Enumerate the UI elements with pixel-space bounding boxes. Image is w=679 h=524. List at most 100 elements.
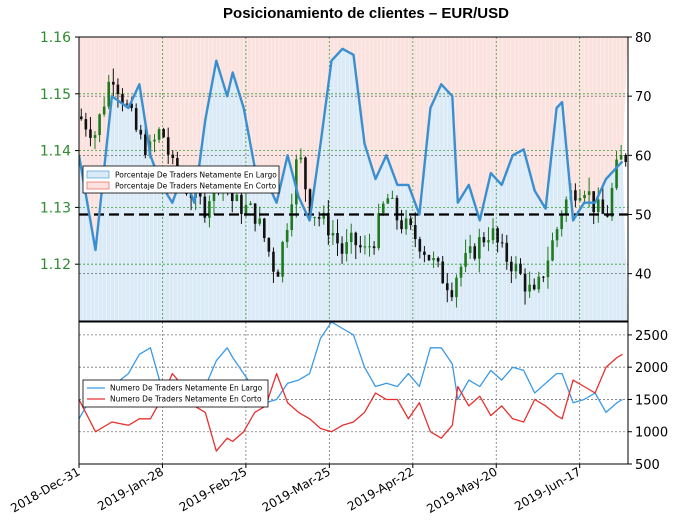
candle-body — [514, 263, 518, 272]
candle-body — [130, 103, 133, 109]
candle-body — [345, 242, 348, 254]
candle-body — [537, 276, 541, 290]
right-tick-label: 70 — [635, 90, 652, 105]
candle-body — [368, 246, 371, 248]
candle-body — [327, 212, 330, 236]
candle-body — [619, 154, 623, 160]
candle-body — [610, 188, 614, 217]
candle-body — [89, 129, 92, 138]
bottom-legend-box — [82, 379, 269, 408]
candle-body — [386, 198, 390, 204]
legend-label-long-count: Numero De Traders Netamente En Largo — [110, 384, 263, 393]
candle-body — [166, 137, 170, 155]
candle-body — [555, 229, 559, 241]
candle-body — [528, 284, 531, 292]
candle-body — [359, 245, 362, 248]
chart-title: Posicionamiento de clientes – EUR/USD — [223, 5, 509, 22]
right-tick-label: 1000 — [635, 426, 668, 441]
candle-body — [413, 224, 417, 240]
candle-body — [542, 276, 545, 278]
candle-body — [354, 232, 358, 246]
candle-body — [523, 273, 527, 292]
candle-body — [125, 103, 129, 105]
candle-body — [468, 246, 472, 254]
left-tick-label: 1.16 — [40, 30, 71, 46]
candle-body — [473, 246, 477, 259]
candle-body — [244, 204, 248, 215]
candle-body — [432, 258, 435, 261]
candle-body — [583, 194, 586, 199]
candle-body — [372, 246, 376, 249]
candle-body — [317, 217, 321, 219]
candle-body — [240, 194, 243, 215]
candle-body — [107, 81, 111, 107]
left-tick-label: 1.14 — [40, 144, 71, 160]
candle-body — [162, 129, 165, 138]
candle-body — [596, 199, 600, 213]
candle-body — [624, 154, 628, 163]
candle-body — [478, 237, 481, 259]
candle-body — [235, 194, 239, 202]
candle-body — [262, 218, 266, 239]
candle-body — [459, 266, 463, 278]
candle-body — [121, 94, 124, 104]
bottom-panel: 500 1000 1500 2000 2500 Numero De Traders Ne… — [78, 321, 668, 473]
left-tick-label: 1.15 — [40, 87, 71, 103]
candle-body — [322, 212, 326, 219]
x-tick-label: 2019-Apr-22 — [345, 464, 416, 513]
candle-body — [139, 129, 143, 135]
candle-body — [574, 190, 577, 201]
legend-label-long-pct: Porcentaje De Traders Netamente En Largo — [115, 171, 277, 180]
candle-body — [564, 199, 568, 214]
candle-body — [404, 218, 408, 230]
candle-body — [546, 260, 550, 278]
candle-body — [281, 241, 284, 277]
bottom-grid — [79, 322, 628, 464]
right-tick-label: 50 — [635, 209, 652, 224]
candle-body — [436, 258, 440, 262]
candle-body — [496, 228, 499, 243]
candle-body — [308, 189, 312, 218]
candle-body — [418, 239, 422, 252]
candle-body — [157, 129, 161, 140]
candle-body — [79, 116, 83, 120]
top-panel: 1.12 1.13 1.14 1.15 1.16 40 50 60 70 80 Porcenta… — [40, 30, 652, 322]
candle-body — [203, 196, 207, 218]
left-tick-label: 1.12 — [40, 257, 71, 273]
candle-body — [153, 139, 156, 142]
candle-body — [276, 271, 280, 277]
candle-body — [208, 201, 211, 218]
candle-body — [377, 213, 380, 249]
candle-body — [336, 232, 339, 244]
right-tick-label: 60 — [635, 149, 652, 164]
candle-body — [551, 240, 554, 261]
candle-body — [102, 106, 106, 115]
x-tick-label: 2019-Mar-25 — [260, 464, 333, 514]
candle-body — [400, 220, 403, 230]
candle-body — [427, 254, 431, 261]
legend-swatch-long-pct — [86, 170, 110, 179]
right-tick-label: 2500 — [635, 329, 668, 344]
candle-body — [253, 203, 257, 224]
left-axis-ticks: 1.12 1.13 1.14 1.15 1.16 — [40, 30, 79, 273]
candle-body — [601, 199, 605, 214]
candle-body — [299, 157, 303, 160]
x-tick-label: 2018-Dec-31 — [8, 464, 82, 515]
candle-body — [112, 81, 115, 85]
candle-body — [249, 203, 252, 205]
candle-body — [340, 243, 344, 254]
right-tick-label: 500 — [635, 458, 660, 473]
candle-body — [409, 218, 412, 225]
candle-body — [455, 277, 458, 298]
candle-body — [615, 159, 618, 189]
candle-body — [331, 232, 335, 236]
candle-body — [587, 191, 591, 195]
positioning-fills — [79, 37, 628, 321]
candle-body — [171, 154, 175, 159]
candle-body — [285, 230, 289, 242]
legend-swatch-short-pct — [86, 181, 110, 190]
candle-body — [441, 261, 445, 284]
candle-body — [445, 283, 449, 291]
legend-label-short-pct: Porcentaje De Traders Netamente En Corto — [115, 182, 277, 191]
x-tick-label: 2019-May-20 — [424, 464, 499, 516]
